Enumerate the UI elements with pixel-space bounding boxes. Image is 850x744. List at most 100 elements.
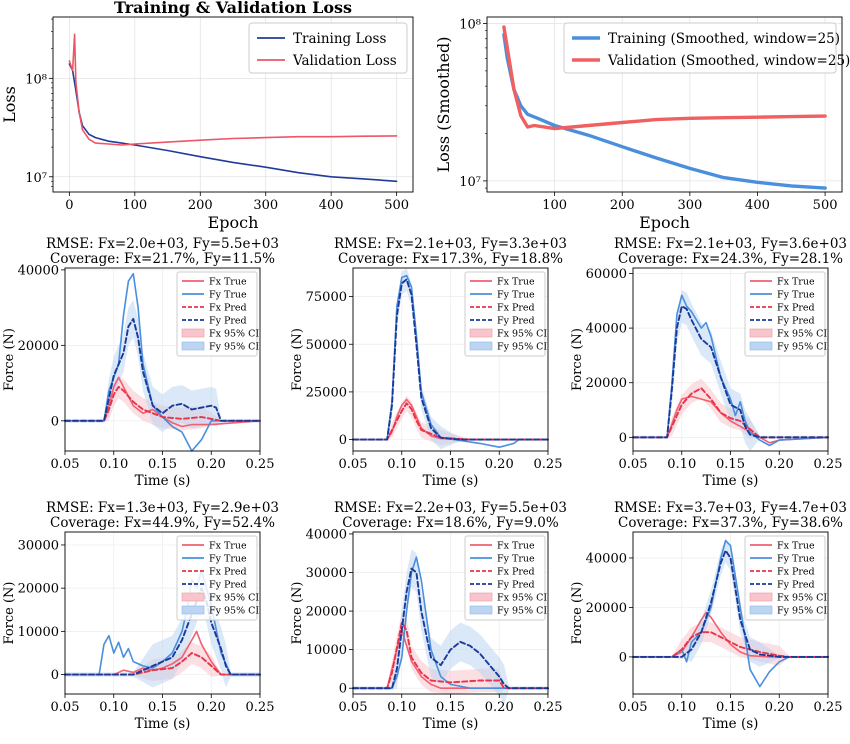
legend-swatch (749, 605, 773, 615)
legend-swatch (749, 328, 773, 338)
fy-true-line (632, 539, 829, 688)
x-axis-label: Time (s) (703, 473, 759, 489)
fx-pred-line (64, 652, 261, 676)
x-tick-label: 0.05 (619, 457, 648, 472)
force-panel-2: 0.05 0.10 0.15 0.20 0.25 0 25000 50000 75000 Time… (290, 236, 567, 489)
legend-label: Fy 95% CI (777, 606, 827, 617)
legend-label: Fy True (497, 554, 535, 565)
y-tick-label: 0 (619, 650, 627, 665)
legend-swatch (469, 341, 493, 351)
y-tick-label: 10000 (18, 625, 59, 640)
y-tick-label: 0 (339, 682, 347, 697)
x-tick-label: 0.05 (619, 700, 648, 715)
x-tick-label: 0.25 (534, 700, 563, 715)
x-tick-label: 500 (384, 198, 409, 213)
chart-title: RMSE: Fx=2.1e+03, Fy=3.3e+03 (334, 236, 567, 252)
chart-title: RMSE: Fx=2.1e+03, Fy=3.6e+03 (614, 236, 847, 252)
chart-subtitle: Coverage: Fx=44.9%, Fy=52.4% (50, 515, 275, 531)
legend-swatch (181, 605, 205, 615)
series-line (68, 63, 398, 183)
legend-label: Fy Pred (497, 580, 535, 591)
legend-label: Fx Pred (209, 303, 247, 314)
y-axis-label: Force (N) (290, 328, 305, 391)
x-tick-label: 0.15 (148, 457, 177, 472)
x-tick-label: 0.10 (667, 457, 696, 472)
legend-box (248, 22, 408, 74)
x-tick-label: 100 (122, 198, 147, 213)
chart-subtitle: Coverage: Fx=18.6%, Fy=9.0% (342, 515, 559, 531)
y-tick-label: 40000 (306, 527, 347, 542)
series-line (68, 33, 398, 146)
y-axis-label: Loss (Smoothed) (434, 36, 453, 172)
legend-label: Fx True (777, 277, 815, 288)
fx-ci-band (633, 378, 828, 439)
y-tick-label: 20000 (18, 582, 59, 597)
y-axis-label: Force (N) (290, 582, 305, 645)
y-tick-label: 10000 (306, 643, 347, 658)
x-tick-label: 0.20 (765, 457, 794, 472)
x-tick-label: 0.05 (51, 457, 80, 472)
chart-subtitle: Coverage: Fx=21.7%, Fy=11.5% (50, 251, 275, 267)
x-tick-label: 0.05 (339, 457, 368, 472)
chart-title: RMSE: Fx=3.7e+03, Fy=4.7e+03 (614, 500, 847, 516)
legend-label: Fy True (209, 554, 247, 565)
fy-pred-line (352, 567, 549, 690)
x-tick-label: 200 (610, 198, 635, 213)
legend-label: Fy Pred (497, 316, 535, 327)
y-tick-label: 30000 (306, 566, 347, 581)
legend-label: Fx True (497, 277, 535, 288)
fx-ci-band (353, 395, 548, 446)
legend-label: Validation (Smoothed, window=25) (607, 53, 850, 69)
fy-pred-line (632, 549, 829, 658)
x-axis-label: Epoch (208, 213, 259, 232)
x-tick-label: 0.25 (246, 457, 275, 472)
x-tick-label: 0.10 (99, 457, 128, 472)
legend-label: Fx True (209, 541, 247, 552)
x-tick-label: 0.05 (339, 700, 368, 715)
fy-true-line (632, 294, 829, 447)
x-axis-label: Time (s) (703, 716, 759, 732)
fy-ci-band (353, 549, 548, 704)
legend-label: Fy True (209, 290, 247, 301)
legend-swatch (181, 592, 205, 602)
fy-true-line (352, 556, 549, 689)
force-panel-6: 0.05 0.10 0.15 0.20 0.25 0 20000 40000 Time (s) F… (570, 500, 847, 732)
y-tick-label: 30000 (18, 538, 59, 553)
chart-title: RMSE: Fx=1.3e+03, Fy=2.9e+03 (46, 500, 279, 516)
legend-label: Fx True (497, 541, 535, 552)
fx-pred-line (632, 387, 829, 439)
chart-title: RMSE: Fx=2.2e+03, Fy=5.5e+03 (334, 500, 567, 516)
legend-label: Fx 95% CI (209, 593, 259, 604)
x-axis-label: Time (s) (135, 473, 191, 489)
y-tick-label: 0 (339, 433, 347, 448)
legend-label: Fx Pred (497, 567, 535, 578)
x-tick-label: 0.15 (436, 457, 465, 472)
legend-label: Fy 95% CI (497, 606, 547, 617)
x-tick-label: 0.15 (716, 457, 745, 472)
fx-pred-line (352, 621, 549, 690)
y-tick-label: 20000 (306, 605, 347, 620)
x-tick-label: 0.10 (99, 700, 128, 715)
y-axis-label: Force (N) (2, 328, 17, 391)
legend-label: Validation Loss (292, 53, 397, 69)
x-tick-label: 400 (319, 198, 344, 213)
legend-label: Fx Pred (777, 303, 815, 314)
chart-title: RMSE: Fx=2.0e+03, Fy=5.5e+03 (46, 236, 279, 252)
fx-true-line (64, 376, 261, 428)
y-tick-label: 60000 (586, 267, 627, 282)
legend-label: Fy True (777, 290, 815, 301)
y-tick-label: 40000 (586, 551, 627, 566)
fy-pred-line (632, 305, 829, 439)
legend-swatch (749, 592, 773, 602)
legend-label: Fy Pred (777, 316, 815, 327)
fy-pred-line (64, 317, 261, 422)
legend-swatch (181, 341, 205, 351)
legend-label: Fx Pred (777, 567, 815, 578)
legend-swatch (469, 592, 493, 602)
x-tick-label: 400 (745, 198, 770, 213)
y-tick-label: 10⁷ (459, 175, 481, 190)
x-tick-label: 300 (253, 198, 278, 213)
x-axis-label: Time (s) (423, 716, 479, 732)
fx-true-line (352, 629, 549, 689)
